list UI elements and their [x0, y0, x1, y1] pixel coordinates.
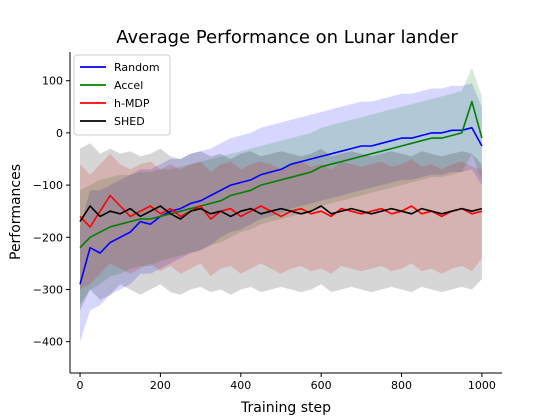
x-tick-label: 0	[77, 379, 84, 392]
x-tick-label: 600	[311, 379, 332, 392]
band-shed	[80, 143, 482, 311]
line-shed	[79, 205, 483, 223]
x-tick-label: 1000	[468, 379, 496, 392]
band-random	[80, 83, 482, 342]
legend-box	[73, 54, 171, 136]
y-tick-label: −200	[33, 231, 63, 244]
y-tick-label: −400	[33, 336, 63, 349]
y-tick-label: −300	[33, 283, 63, 296]
chart-title: Average Performance on Lunar lander	[116, 27, 458, 48]
legend-label-shed: SHED	[114, 115, 145, 128]
x-tick-label: 800	[391, 379, 412, 392]
x-axis-label: Training step	[240, 400, 331, 416]
legend: Random Accel h-MDP SHED	[73, 54, 171, 136]
band-h-mdp	[80, 153, 482, 290]
y-tick-label: −100	[33, 179, 63, 192]
legend-label-random: Random	[114, 61, 160, 74]
y-tick-label: 0	[56, 127, 63, 140]
series-lines	[79, 100, 483, 285]
y-tick-label: 100	[42, 75, 63, 88]
legend-label-h-mdp: h-MDP	[114, 97, 150, 110]
y-axis-label: Performances	[8, 164, 24, 260]
series-bands	[80, 67, 482, 342]
band-accel	[80, 67, 482, 306]
line-random	[79, 126, 483, 285]
x-tick-label: 200	[150, 379, 171, 392]
legend-label-accel: Accel	[114, 79, 143, 92]
x-tick-label: 400	[230, 379, 251, 392]
line-h-mdp	[79, 194, 483, 228]
x-ticks: 0 200 400 600 800 1000	[77, 373, 496, 392]
y-ticks: −400 −300 −200 −100 0 100	[33, 75, 70, 349]
axes	[69, 52, 502, 374]
line-accel	[79, 100, 483, 249]
